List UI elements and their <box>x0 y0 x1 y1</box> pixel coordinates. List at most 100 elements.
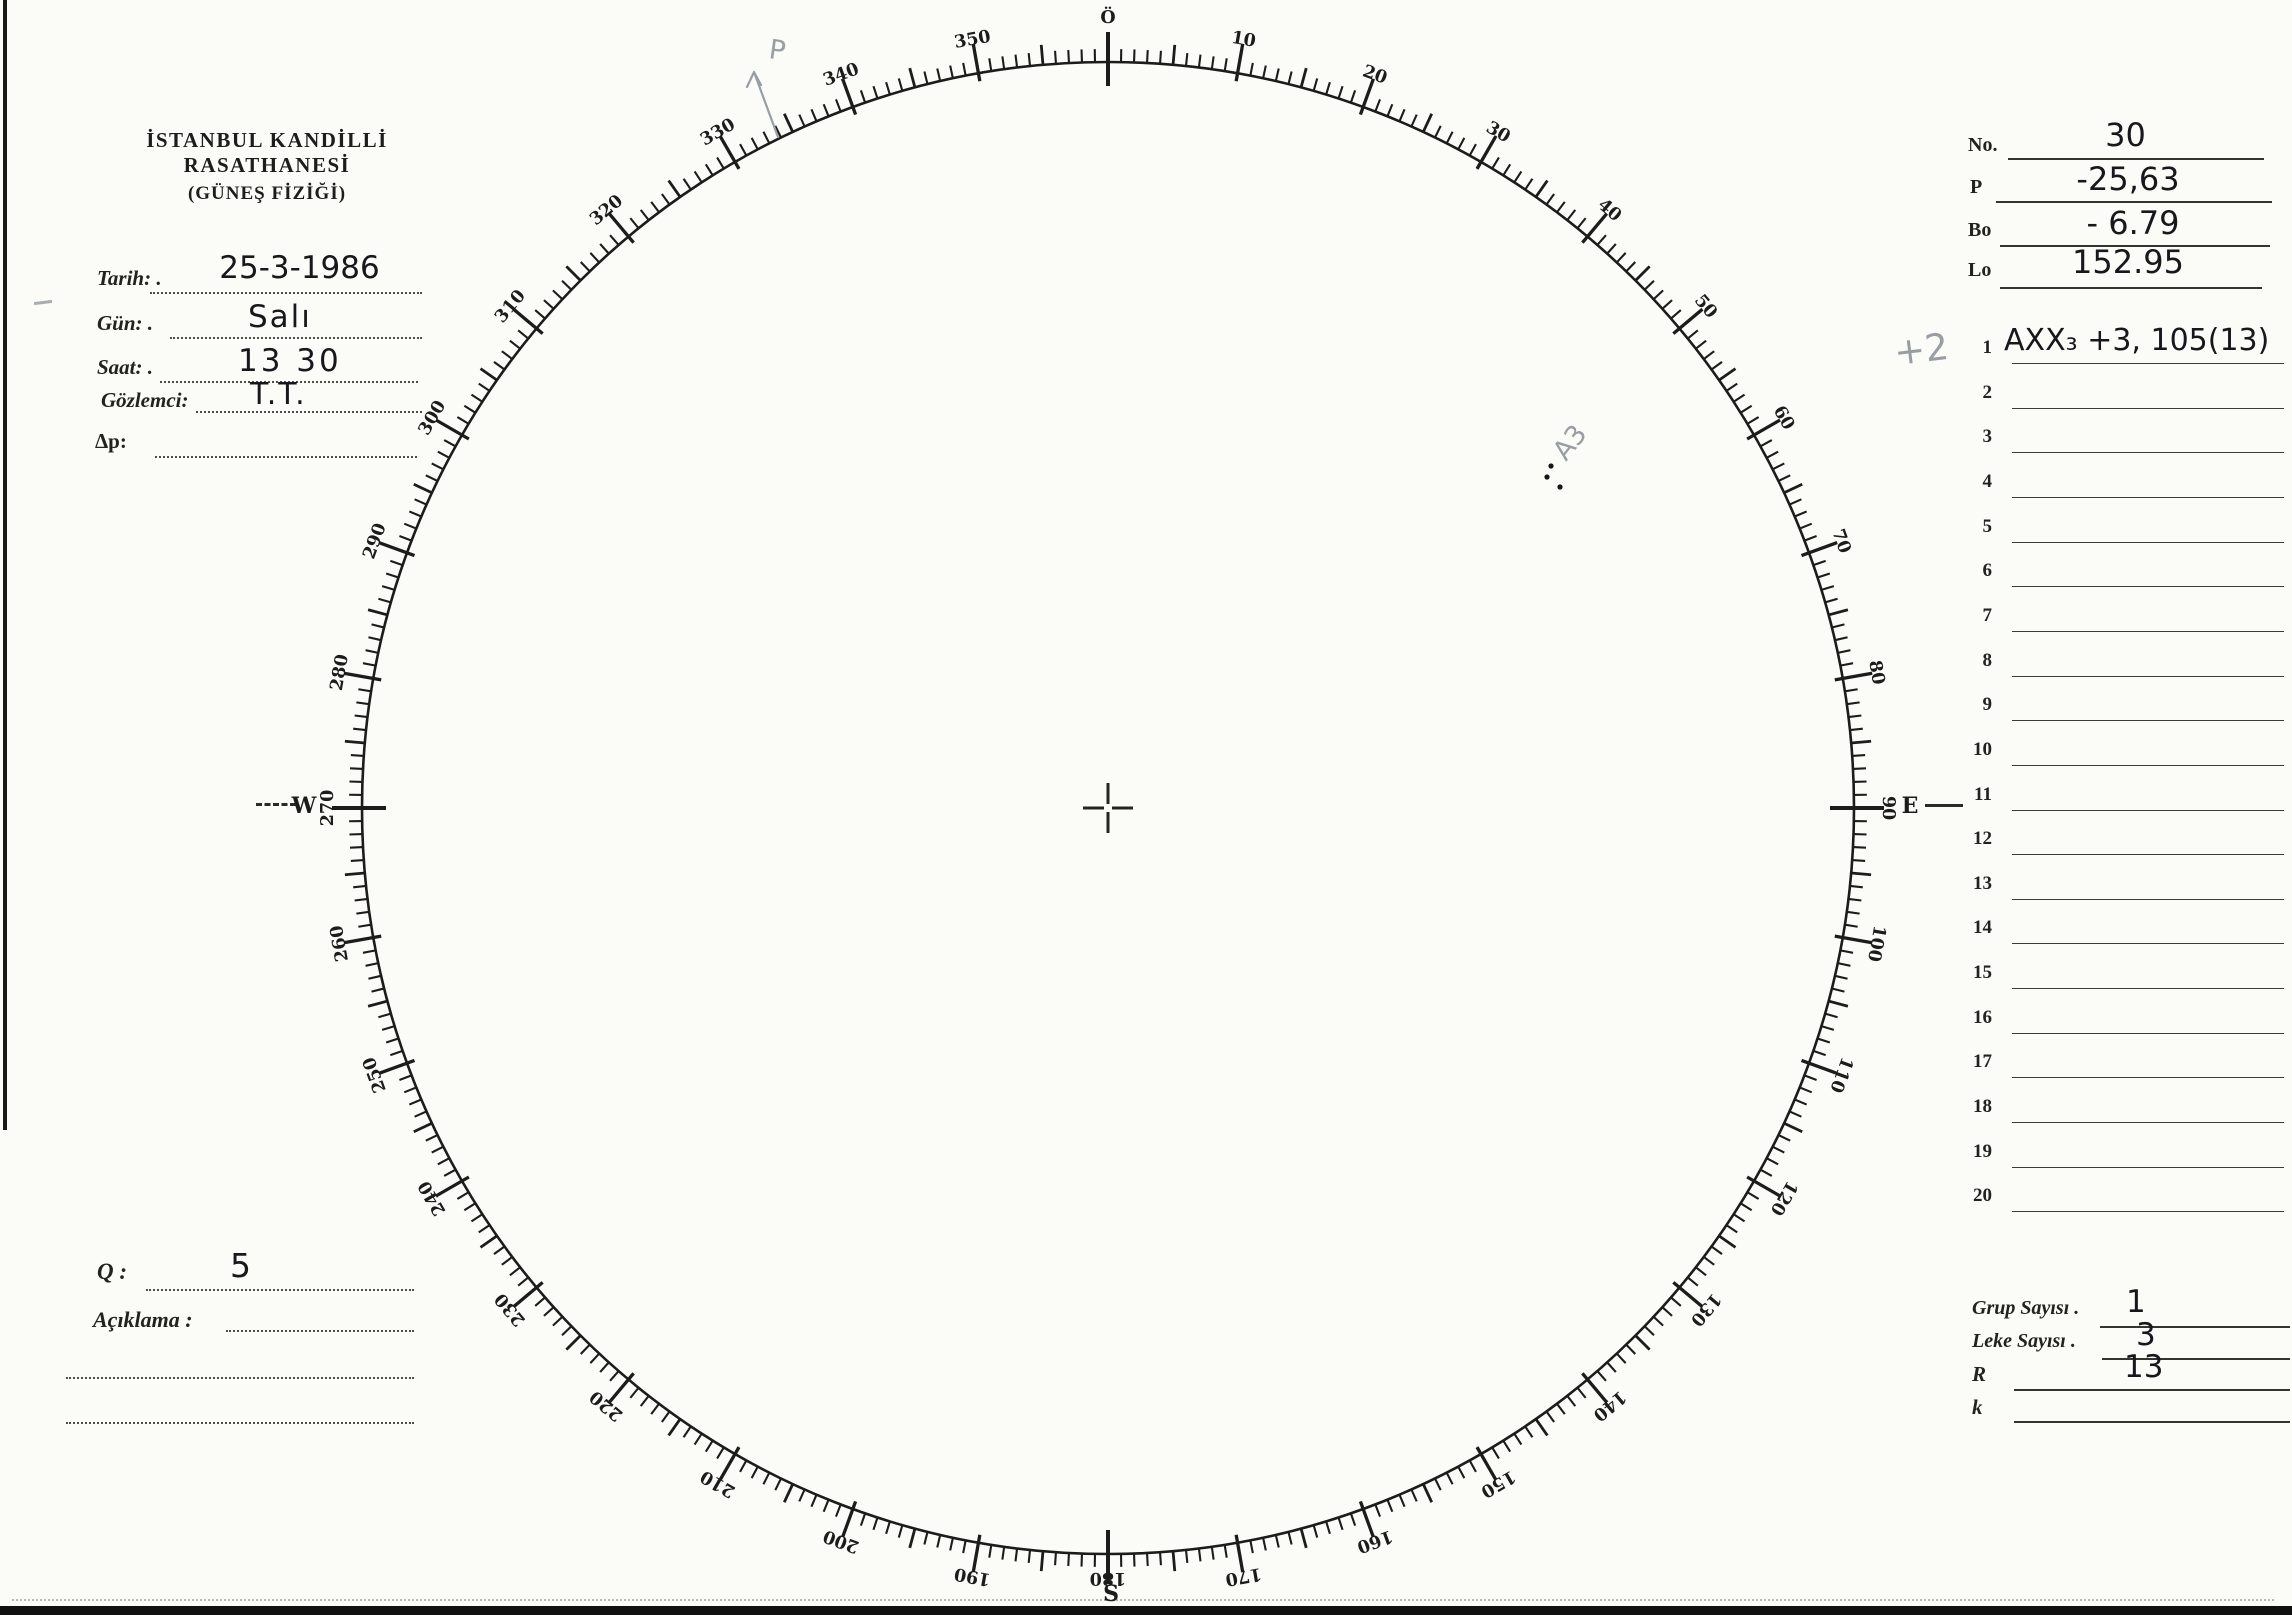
grup-sayisi-value: 1 <box>2126 1284 2146 1320</box>
no-label: No. <box>1968 134 1998 156</box>
spot-row-number: 1 <box>1982 337 1993 358</box>
pencil-arrow <box>745 70 780 139</box>
no-value: 30 <box>2105 116 2146 154</box>
spot-row-number: 19 <box>1973 1140 1992 1162</box>
leke-sayisi-line <box>2102 1358 2290 1360</box>
degree-label: 270 <box>318 790 338 827</box>
pencil-arrow-label: P <box>767 34 787 67</box>
degree-label: 280 <box>327 653 353 692</box>
scan-left-edge <box>3 0 7 1130</box>
form-header: İSTANBUL KANDİLLİ RASATHANESİ (GÜNEŞ FİZ… <box>62 128 472 205</box>
degree-label: 220 <box>586 1386 627 1425</box>
gun-line <box>170 337 422 339</box>
degree-label: 310 <box>491 286 530 327</box>
degree-label: 350 <box>953 27 992 53</box>
degree-label: 230 <box>491 1289 530 1330</box>
spot-row-number: 5 <box>1982 515 1993 537</box>
scan-bottom-dotted-line <box>12 1599 2274 1601</box>
q-line <box>146 1289 414 1291</box>
degree-label: 260 <box>327 924 353 963</box>
grup-sayisi-line <box>2100 1326 2290 1328</box>
delta-p-line <box>155 456 417 458</box>
spot-row-number: 17 <box>1973 1051 1992 1073</box>
spot-row-line <box>2012 854 2284 856</box>
degree-label: 70 <box>1827 526 1854 556</box>
gun-label: Gün: . <box>97 311 154 335</box>
spot-row-entry: AXX₃ +3, 105(13) <box>2004 323 2270 358</box>
bo-label: Bo <box>1968 219 1992 241</box>
delta-p-label: Δp: <box>95 429 127 453</box>
scan-bottom-edge <box>0 1606 2292 1615</box>
spot-row-line <box>2012 1211 2284 1213</box>
r-label: R <box>1972 1362 1987 1386</box>
degree-tick-marks <box>332 32 1884 1584</box>
leke-sayisi-value: 3 <box>2136 1317 2156 1353</box>
spot-row-line <box>2012 586 2284 588</box>
spot-row-number: 4 <box>1982 470 1993 492</box>
degree-label: 290 <box>359 521 390 562</box>
spot-row-line <box>2012 1122 2284 1124</box>
degree-label: 180 <box>1090 1568 1127 1588</box>
no-line <box>2008 158 2264 160</box>
spot-row-line <box>2012 541 2284 543</box>
tarih-value: 25-3-1986 <box>219 250 380 286</box>
spot-row-number: 14 <box>1973 917 1992 939</box>
disk-group: Ö102030405060708090100110120130140150160… <box>291 7 1919 1607</box>
degree-label: 330 <box>697 115 739 151</box>
degree-label: 340 <box>821 59 862 90</box>
spot-row-line <box>2012 720 2284 722</box>
degree-label: 160 <box>1354 1525 1395 1556</box>
spot-row-line <box>2012 452 2284 454</box>
spot-row-number: 3 <box>1982 426 1993 448</box>
spot-row-line <box>2012 363 2284 364</box>
spot-row-line <box>2012 496 2284 498</box>
degree-label: 30 <box>1482 118 1513 148</box>
gozlemci-label: Gözlemci: <box>101 388 189 412</box>
tarih-label: Tarih: . <box>97 266 162 290</box>
gun-value: Salı <box>248 299 312 335</box>
degree-label: 190 <box>953 1563 992 1589</box>
spot-row-number: 18 <box>1973 1096 1992 1118</box>
saat-label: Saat: . <box>97 355 154 379</box>
sunspot-dot <box>1548 463 1554 469</box>
spot-row-number: 10 <box>1973 738 1992 760</box>
p-line <box>1996 201 2272 203</box>
degree-label: 10 <box>1230 28 1257 52</box>
center-crosshair <box>1083 783 1133 833</box>
spot-row-number: 13 <box>1973 872 1992 894</box>
degree-label: 170 <box>1224 1563 1263 1589</box>
sunspot-group <box>1544 463 1563 490</box>
spot-row-line <box>2012 988 2284 990</box>
degree-label: 240 <box>415 1177 451 1219</box>
lo-line <box>2000 287 2262 289</box>
degree-label: 210 <box>697 1466 739 1502</box>
saat-line <box>160 381 418 383</box>
west-dash <box>256 803 296 806</box>
spot-row-number: 12 <box>1973 828 1992 850</box>
spot-row-line <box>2012 407 2284 409</box>
observatory-title: İSTANBUL KANDİLLİ RASATHANESİ <box>146 128 388 177</box>
degree-label: 250 <box>359 1054 390 1095</box>
degree-label: 90 <box>1878 796 1898 820</box>
spot-row-number: 15 <box>1973 962 1992 984</box>
degree-label: 60 <box>1769 402 1799 433</box>
spot-row-number: 2 <box>1982 381 1993 403</box>
aciklama-label: Açıklama : <box>93 1307 193 1332</box>
disk-rim <box>360 60 1856 1556</box>
p-label: P <box>1970 176 1983 198</box>
spot-row-number: 6 <box>1982 560 1993 582</box>
k-line <box>2014 1421 2290 1423</box>
spot-row-line <box>2012 630 2284 632</box>
gozlemci-value: T.T. <box>250 377 307 412</box>
saat-value: 13 30 <box>238 343 342 379</box>
department-subtitle: (GÜNEŞ FİZİĞİ) <box>187 183 347 204</box>
r-line <box>2014 1389 2290 1391</box>
degree-label: 100 <box>1863 924 1889 963</box>
spot-row-line <box>2012 1032 2284 1034</box>
lo-label: Lo <box>1968 259 1992 281</box>
degree-label: 80 <box>1864 659 1888 686</box>
degree-label: 20 <box>1360 61 1390 88</box>
q-value: 5 <box>230 1246 251 1285</box>
spot-row-line <box>2012 809 2284 811</box>
